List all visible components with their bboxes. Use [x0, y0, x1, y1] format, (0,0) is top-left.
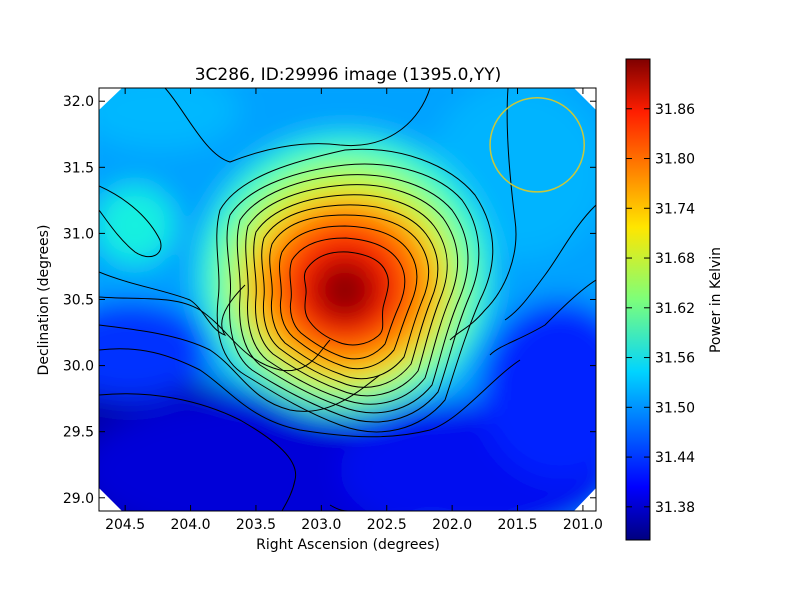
y-tick-label: 29.5 [63, 425, 94, 441]
contour-line [99, 296, 331, 372]
colorbar-tick-label: 31.56 [655, 351, 695, 367]
x-tick-label: 204.5 [105, 517, 145, 533]
contour-line [226, 163, 480, 423]
x-tick-label: 201.0 [563, 517, 603, 533]
contour-line [261, 204, 439, 388]
colorbar: 31.86 31.80 31.74 31.68 31.62 31.56 31.50 31.44… [625, 58, 724, 541]
y-tick-label: 29.0 [63, 491, 94, 507]
colorbar-label: Power in Kelvin [708, 247, 724, 353]
colorbar-gradient [625, 58, 651, 541]
y-tick-label: 32.0 [63, 94, 94, 110]
y-axis-ticks: 32.0 31.5 31.0 30.5 30.0 29.5 29.0 [63, 94, 596, 507]
x-axis-ticks: 204.5 204.0 203.5 203.0 202.5 202.0 201.5 201.0 [105, 88, 603, 533]
heatmap-plot: 204.5 204.0 203.5 203.0 202.5 202.0 201.5 201.0… [63, 87, 603, 533]
colorbar-tick-label: 31.38 [655, 500, 695, 516]
contour-line [99, 348, 521, 438]
colorbar-tick-label: 31.74 [655, 201, 695, 217]
x-tick-label: 202.0 [432, 517, 472, 533]
beam-circle [489, 97, 585, 193]
y-tick-label: 31.0 [63, 226, 94, 242]
contour-line [289, 237, 406, 360]
colorbar-tick-label: 31.68 [655, 251, 695, 267]
colorbar-ticks: 31.86 31.80 31.74 31.68 31.62 31.56 31.50 31.44… [626, 102, 695, 516]
contour-line [279, 225, 418, 370]
contour-lines [99, 88, 596, 511]
x-axis-label: Right Ascension (degrees) [256, 537, 440, 553]
x-tick-label: 201.5 [497, 517, 537, 533]
contour-line [99, 324, 381, 412]
heatmap-image [99, 88, 596, 511]
x-tick-label: 204.0 [171, 517, 211, 533]
contour-line [245, 184, 459, 405]
chart-title: 3C286, ID:29996 image (1395.0,YY) [195, 65, 502, 85]
contour-line [236, 174, 469, 414]
x-tick-label: 203.5 [236, 517, 276, 533]
y-axis-label: Declination (degrees) [36, 225, 52, 376]
colorbar-tick-label: 31.44 [655, 450, 695, 466]
contour-line [489, 279, 596, 356]
contour-line [253, 194, 448, 397]
x-tick-label: 203.0 [301, 517, 341, 533]
contour-line [99, 185, 162, 258]
colorbar-tick-label: 31.86 [655, 102, 695, 118]
contour-line [99, 271, 246, 336]
contour-line [216, 148, 494, 433]
colorbar-tick-label: 31.62 [655, 301, 695, 317]
colorbar-tick-label: 31.50 [655, 400, 695, 416]
y-tick-label: 30.0 [63, 359, 94, 375]
contour-line [504, 204, 596, 321]
y-tick-label: 30.5 [63, 293, 94, 309]
y-tick-label: 31.5 [63, 160, 94, 176]
contour-line [303, 251, 389, 346]
contour-line [269, 214, 430, 380]
colorbar-tick-label: 31.80 [655, 152, 695, 168]
contour-line [99, 393, 297, 511]
contour-line [164, 88, 431, 163]
x-tick-label: 202.5 [367, 517, 407, 533]
